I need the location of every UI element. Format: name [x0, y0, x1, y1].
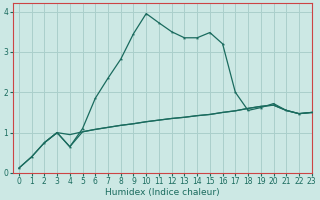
- X-axis label: Humidex (Indice chaleur): Humidex (Indice chaleur): [105, 188, 220, 197]
